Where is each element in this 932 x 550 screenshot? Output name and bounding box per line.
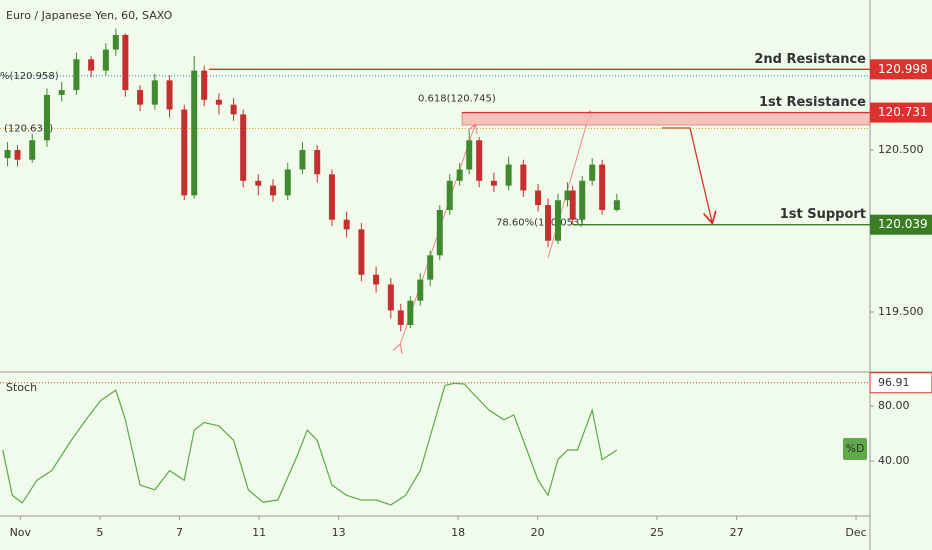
candle-body xyxy=(122,34,129,91)
candle-body xyxy=(181,109,188,196)
candle-body xyxy=(456,169,463,181)
x-tick-label: Nov xyxy=(10,526,32,539)
x-tick-label: 13 xyxy=(332,526,346,539)
candle-body xyxy=(314,150,321,175)
y2-tick-label: 80.00 xyxy=(878,399,910,412)
candle-body xyxy=(73,59,80,91)
x-tick-label: 20 xyxy=(531,526,545,539)
candle-body xyxy=(427,255,434,280)
candle-body xyxy=(58,90,65,95)
chart-title: Euro / Japanese Yen, 60, SAXO xyxy=(6,9,173,22)
x-tick-label: 27 xyxy=(730,526,744,539)
price-tag xyxy=(870,214,932,235)
fib-label: 0.618(120.745) xyxy=(418,93,496,104)
candle-body xyxy=(520,164,527,191)
candle-body xyxy=(417,279,424,301)
price-tag-label: 120.998 xyxy=(878,62,928,76)
candle-body xyxy=(343,219,350,230)
candle-body xyxy=(436,209,443,256)
x-tick-label: 5 xyxy=(96,526,103,539)
candle-body xyxy=(358,229,365,275)
level-name: 1st Support xyxy=(780,207,866,222)
candle-body xyxy=(284,169,291,196)
candle-body xyxy=(569,190,576,220)
candle-body xyxy=(545,205,552,241)
x-tick-label: 25 xyxy=(650,526,664,539)
fib-label: %(120.958) xyxy=(0,71,59,82)
candle-body xyxy=(579,180,586,220)
candle-body xyxy=(397,310,404,325)
candle-body xyxy=(151,80,158,105)
candle-body xyxy=(564,190,571,201)
candle-body xyxy=(554,200,561,241)
y-tick-label: 120.500 xyxy=(878,143,924,156)
y2-tick-label: 40.00 xyxy=(878,454,910,467)
candle-body xyxy=(299,150,306,170)
stoch-label: Stoch xyxy=(6,381,37,394)
candle-body xyxy=(43,94,50,141)
x-tick-label: Dec xyxy=(845,526,866,539)
candle-body xyxy=(137,90,144,105)
candle-body xyxy=(270,185,277,196)
candle-body xyxy=(589,164,596,181)
level-name: 1st Resistance xyxy=(759,95,866,110)
candle-body xyxy=(387,284,394,311)
x-tick-label: 7 xyxy=(176,526,183,539)
candle-body xyxy=(201,70,208,100)
x-tick-label: 11 xyxy=(252,526,266,539)
candle-body xyxy=(166,80,173,110)
candle-body xyxy=(29,140,36,160)
candle-body xyxy=(14,150,21,160)
candle-body xyxy=(535,190,542,206)
price-tag-label: 120.039 xyxy=(878,217,928,231)
candle-body xyxy=(240,114,247,181)
candle-body xyxy=(599,164,606,210)
candle-body xyxy=(373,274,380,285)
candle-body xyxy=(505,164,512,186)
legend-button[interactable] xyxy=(843,438,867,460)
candle-body xyxy=(613,200,620,210)
candle-body xyxy=(112,34,119,50)
projection-arrow xyxy=(662,127,712,222)
candle-body xyxy=(407,300,414,325)
resistance-zone xyxy=(461,112,871,126)
price-tag xyxy=(870,102,932,123)
price-tag-label: 120.731 xyxy=(878,105,928,119)
fib-label: 78.60%(120.053) xyxy=(496,217,583,228)
fib-label: (120.633) xyxy=(4,123,53,134)
stoch-level-label: 96.91 xyxy=(878,376,910,389)
stoch-level-tag xyxy=(869,372,932,394)
candle-body xyxy=(215,99,222,105)
candle-body xyxy=(476,140,483,181)
stoch-line xyxy=(2,382,618,506)
legend-label: %D xyxy=(846,442,865,455)
candle-body xyxy=(490,180,497,186)
candle-body xyxy=(191,70,198,196)
candle-body xyxy=(88,59,95,71)
candle-body xyxy=(230,104,237,115)
level-name: 2nd Resistance xyxy=(754,52,866,67)
candle-body xyxy=(255,180,262,186)
candle-body xyxy=(446,180,453,210)
x-tick-label: 18 xyxy=(451,526,465,539)
candle-body xyxy=(466,140,473,170)
y-tick-label: 119.500 xyxy=(878,305,924,318)
candle-body xyxy=(328,174,335,220)
candle-body xyxy=(102,49,109,71)
candle-body xyxy=(4,150,11,159)
price-tag xyxy=(870,59,932,80)
